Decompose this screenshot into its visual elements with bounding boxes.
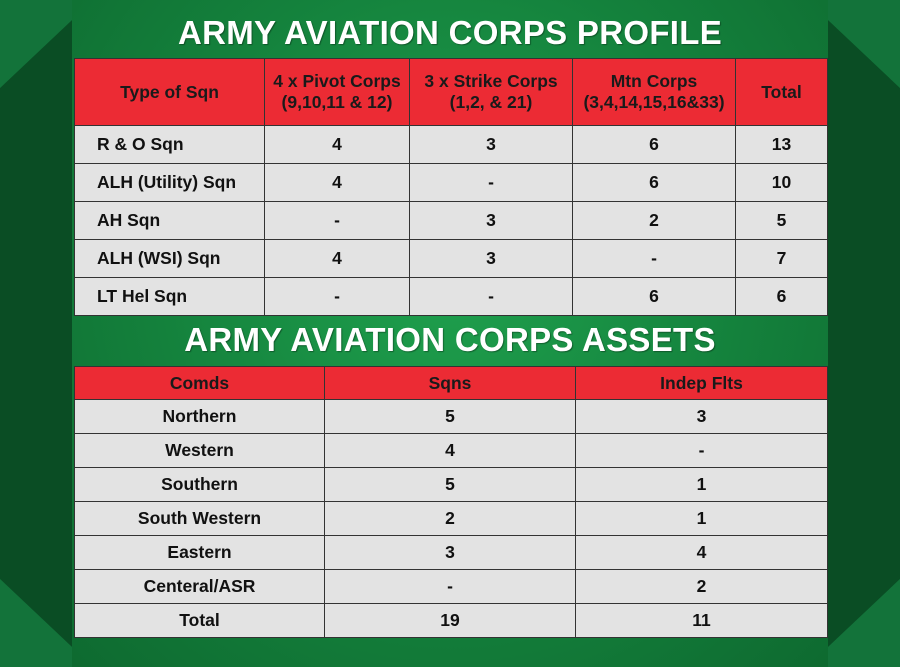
header-sqns: Sqns bbox=[324, 366, 576, 400]
table-row: ALH (WSI) Sqn 4 3 - 7 bbox=[74, 239, 828, 278]
command-cell: Centeral/ASR bbox=[74, 569, 325, 604]
table-cell: 1 bbox=[575, 501, 828, 536]
table-row: AH Sqn - 3 2 5 bbox=[74, 201, 828, 240]
table-cell: 3 bbox=[409, 125, 573, 164]
header-pivot-corps: 4 x Pivot Corps (9,10,11 & 12) bbox=[264, 58, 410, 126]
command-cell: Western bbox=[74, 433, 325, 468]
header-subline: (9,10,11 & 12) bbox=[281, 92, 393, 112]
sqn-type-cell: LT Hel Sqn bbox=[74, 277, 265, 316]
table-cell: 19 bbox=[324, 603, 576, 638]
sqn-type-cell: R & O Sqn bbox=[74, 125, 265, 164]
total-cell: 10 bbox=[735, 163, 828, 202]
header-line: 4 x Pivot Corps bbox=[273, 71, 401, 91]
profile-header-row: Type of Sqn 4 x Pivot Corps (9,10,11 & 12… bbox=[74, 58, 828, 126]
table-cell: 5 bbox=[324, 399, 576, 434]
assets-title: ARMY AVIATION CORPS ASSETS bbox=[184, 321, 716, 358]
header-comds: Comds bbox=[74, 366, 325, 400]
table-row: Northern 5 3 bbox=[74, 399, 828, 434]
table-row: Centeral/ASR - 2 bbox=[74, 569, 828, 604]
table-cell: - bbox=[264, 201, 410, 240]
table-row: ALH (Utility) Sqn 4 - 6 10 bbox=[74, 163, 828, 202]
total-cell: 13 bbox=[735, 125, 828, 164]
command-cell: Northern bbox=[74, 399, 325, 434]
header-subline: (1,2, & 21) bbox=[449, 92, 533, 112]
table-cell: 4 bbox=[264, 163, 410, 202]
header-strike-corps: 3 x Strike Corps (1,2, & 21) bbox=[409, 58, 573, 126]
sqn-type-cell: ALH (Utility) Sqn bbox=[74, 163, 265, 202]
header-type-of-sqn: Type of Sqn bbox=[74, 58, 265, 126]
table-cell: - bbox=[409, 277, 573, 316]
table-cell: - bbox=[409, 163, 573, 202]
table-cell: 3 bbox=[409, 201, 573, 240]
profile-title: ARMY AVIATION CORPS PROFILE bbox=[177, 14, 723, 51]
table-row: LT Hel Sqn - - 6 6 bbox=[74, 277, 828, 316]
table-cell: 2 bbox=[575, 569, 828, 604]
header-line: Type of Sqn bbox=[120, 81, 219, 102]
command-cell: South Western bbox=[74, 501, 325, 536]
total-cell: 6 bbox=[735, 277, 828, 316]
table-cell: 4 bbox=[264, 125, 410, 164]
assets-table: Comds Sqns Indep Flts Northern 5 3 Weste… bbox=[74, 366, 828, 638]
header-line: Mtn Corps bbox=[610, 71, 698, 91]
sqn-type-cell: AH Sqn bbox=[74, 201, 265, 240]
table-row: R & O Sqn 4 3 6 13 bbox=[74, 125, 828, 164]
header-subline: (3,4,14,15,16&33) bbox=[583, 92, 725, 112]
total-cell: 5 bbox=[735, 201, 828, 240]
header-mtn-corps: Mtn Corps (3,4,14,15,16&33) bbox=[572, 58, 736, 126]
header-total: Total bbox=[735, 58, 828, 126]
header-line: 3 x Strike Corps bbox=[424, 71, 558, 91]
table-cell: 3 bbox=[409, 239, 573, 278]
table-cell: 3 bbox=[575, 399, 828, 434]
command-cell: Total bbox=[74, 603, 325, 638]
table-cell: 2 bbox=[324, 501, 576, 536]
table-cell: 11 bbox=[575, 603, 828, 638]
table-row: Western 4 - bbox=[74, 433, 828, 468]
table-row: Southern 5 1 bbox=[74, 467, 828, 502]
table-cell: 6 bbox=[572, 125, 736, 164]
header-indep-flts: Indep Flts bbox=[575, 366, 828, 400]
profile-table: Type of Sqn 4 x Pivot Corps (9,10,11 & 12… bbox=[74, 58, 828, 316]
table-cell: - bbox=[572, 239, 736, 278]
sqn-type-cell: ALH (WSI) Sqn bbox=[74, 239, 265, 278]
assets-header-row: Comds Sqns Indep Flts bbox=[74, 366, 828, 400]
table-cell: 6 bbox=[572, 277, 736, 316]
table-cell: 4 bbox=[575, 535, 828, 570]
table-row: Eastern 3 4 bbox=[74, 535, 828, 570]
table-cell: - bbox=[575, 433, 828, 468]
header-line: Total bbox=[761, 81, 802, 102]
table-cell: 1 bbox=[575, 467, 828, 502]
table-cell: 6 bbox=[572, 163, 736, 202]
table-cell: 5 bbox=[324, 467, 576, 502]
total-row: Total 19 11 bbox=[74, 603, 828, 638]
table-cell: 4 bbox=[324, 433, 576, 468]
command-cell: Southern bbox=[74, 467, 325, 502]
table-row: South Western 2 1 bbox=[74, 501, 828, 536]
command-cell: Eastern bbox=[74, 535, 325, 570]
table-cell: - bbox=[264, 277, 410, 316]
table-cell: 4 bbox=[264, 239, 410, 278]
table-cell: 3 bbox=[324, 535, 576, 570]
table-cell: - bbox=[324, 569, 576, 604]
table-cell: 2 bbox=[572, 201, 736, 240]
total-cell: 7 bbox=[735, 239, 828, 278]
